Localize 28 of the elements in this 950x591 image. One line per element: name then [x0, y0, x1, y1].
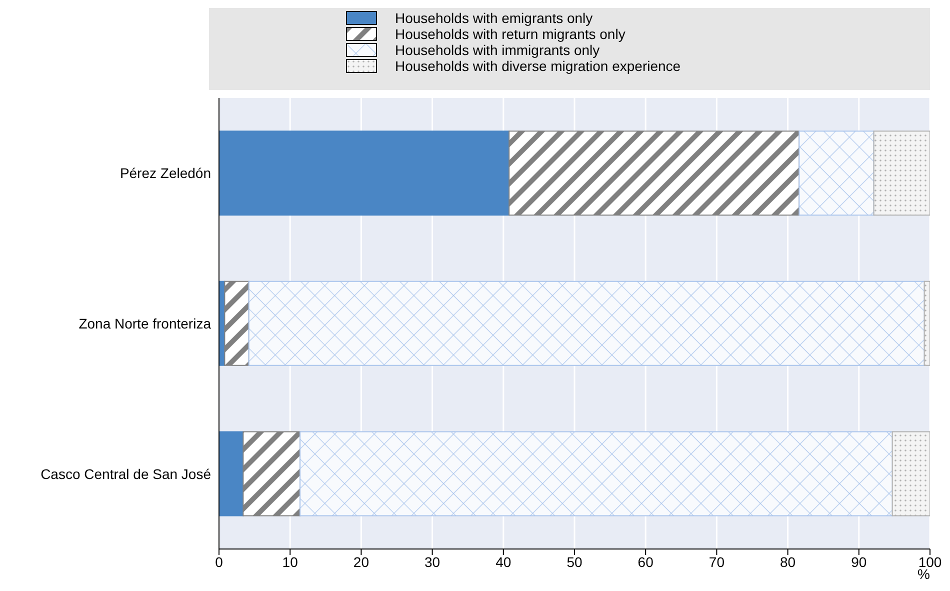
y-tick-label: Casco Central de San José — [40, 466, 212, 482]
bar — [508, 130, 800, 216]
x-tick-label: 60 — [638, 554, 654, 570]
bar — [892, 431, 930, 516]
legend-label: Households with diverse migration experience — [395, 58, 681, 74]
y-tick-label: Pérez Zeledón — [120, 165, 211, 182]
bar — [300, 431, 893, 516]
bar — [924, 280, 930, 366]
bar — [219, 431, 244, 516]
bar — [224, 280, 250, 366]
x-tick-label: 90 — [851, 554, 867, 570]
x-tick-label: 10 — [282, 554, 298, 570]
x-tick-label: 20 — [353, 554, 370, 570]
x-tick-label: 0 — [215, 554, 224, 570]
x-tick-label: 40 — [496, 554, 512, 570]
legend-label: Households with return migrants only — [395, 26, 626, 42]
bar — [248, 280, 925, 366]
bar — [219, 130, 510, 216]
bar — [798, 130, 874, 216]
x-tick-label: 30 — [424, 554, 440, 570]
x-tick-label: 50 — [566, 554, 582, 570]
bar — [873, 130, 930, 216]
legend-label: Households with immigrants only — [395, 42, 600, 58]
y-tick-label: Zona Norte fronteriza — [78, 315, 212, 332]
x-tick-label: 70 — [708, 554, 725, 570]
legend-label: Households with emigrants only — [395, 10, 593, 26]
x-tick-label: 80 — [780, 554, 796, 570]
bar — [242, 431, 301, 516]
